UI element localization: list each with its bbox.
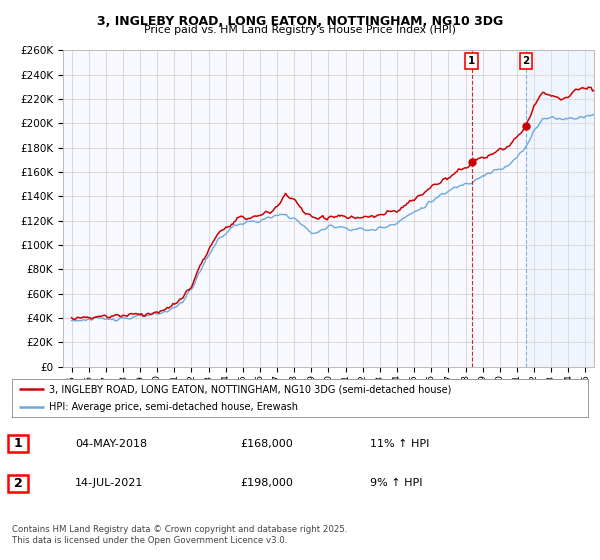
- Text: Contains HM Land Registry data © Crown copyright and database right 2025.
This d: Contains HM Land Registry data © Crown c…: [12, 525, 347, 545]
- Text: 3, INGLEBY ROAD, LONG EATON, NOTTINGHAM, NG10 3DG (semi-detached house): 3, INGLEBY ROAD, LONG EATON, NOTTINGHAM,…: [49, 384, 452, 394]
- Bar: [526, 50, 594, 367]
- Text: 04-MAY-2018: 04-MAY-2018: [75, 439, 147, 449]
- Text: 11% ↑ HPI: 11% ↑ HPI: [370, 439, 430, 449]
- Text: £168,000: £168,000: [240, 439, 293, 449]
- Text: 2: 2: [523, 56, 530, 66]
- Text: 2: 2: [14, 477, 22, 490]
- Text: 1: 1: [468, 56, 475, 66]
- FancyBboxPatch shape: [8, 436, 28, 452]
- FancyBboxPatch shape: [8, 475, 28, 492]
- Text: Price paid vs. HM Land Registry's House Price Index (HPI): Price paid vs. HM Land Registry's House …: [144, 25, 456, 35]
- Text: 9% ↑ HPI: 9% ↑ HPI: [370, 478, 422, 488]
- Text: 1: 1: [14, 437, 22, 450]
- Text: £198,000: £198,000: [240, 478, 293, 488]
- Text: HPI: Average price, semi-detached house, Erewash: HPI: Average price, semi-detached house,…: [49, 402, 298, 412]
- Text: 14-JUL-2021: 14-JUL-2021: [75, 478, 143, 488]
- Text: 3, INGLEBY ROAD, LONG EATON, NOTTINGHAM, NG10 3DG: 3, INGLEBY ROAD, LONG EATON, NOTTINGHAM,…: [97, 15, 503, 27]
